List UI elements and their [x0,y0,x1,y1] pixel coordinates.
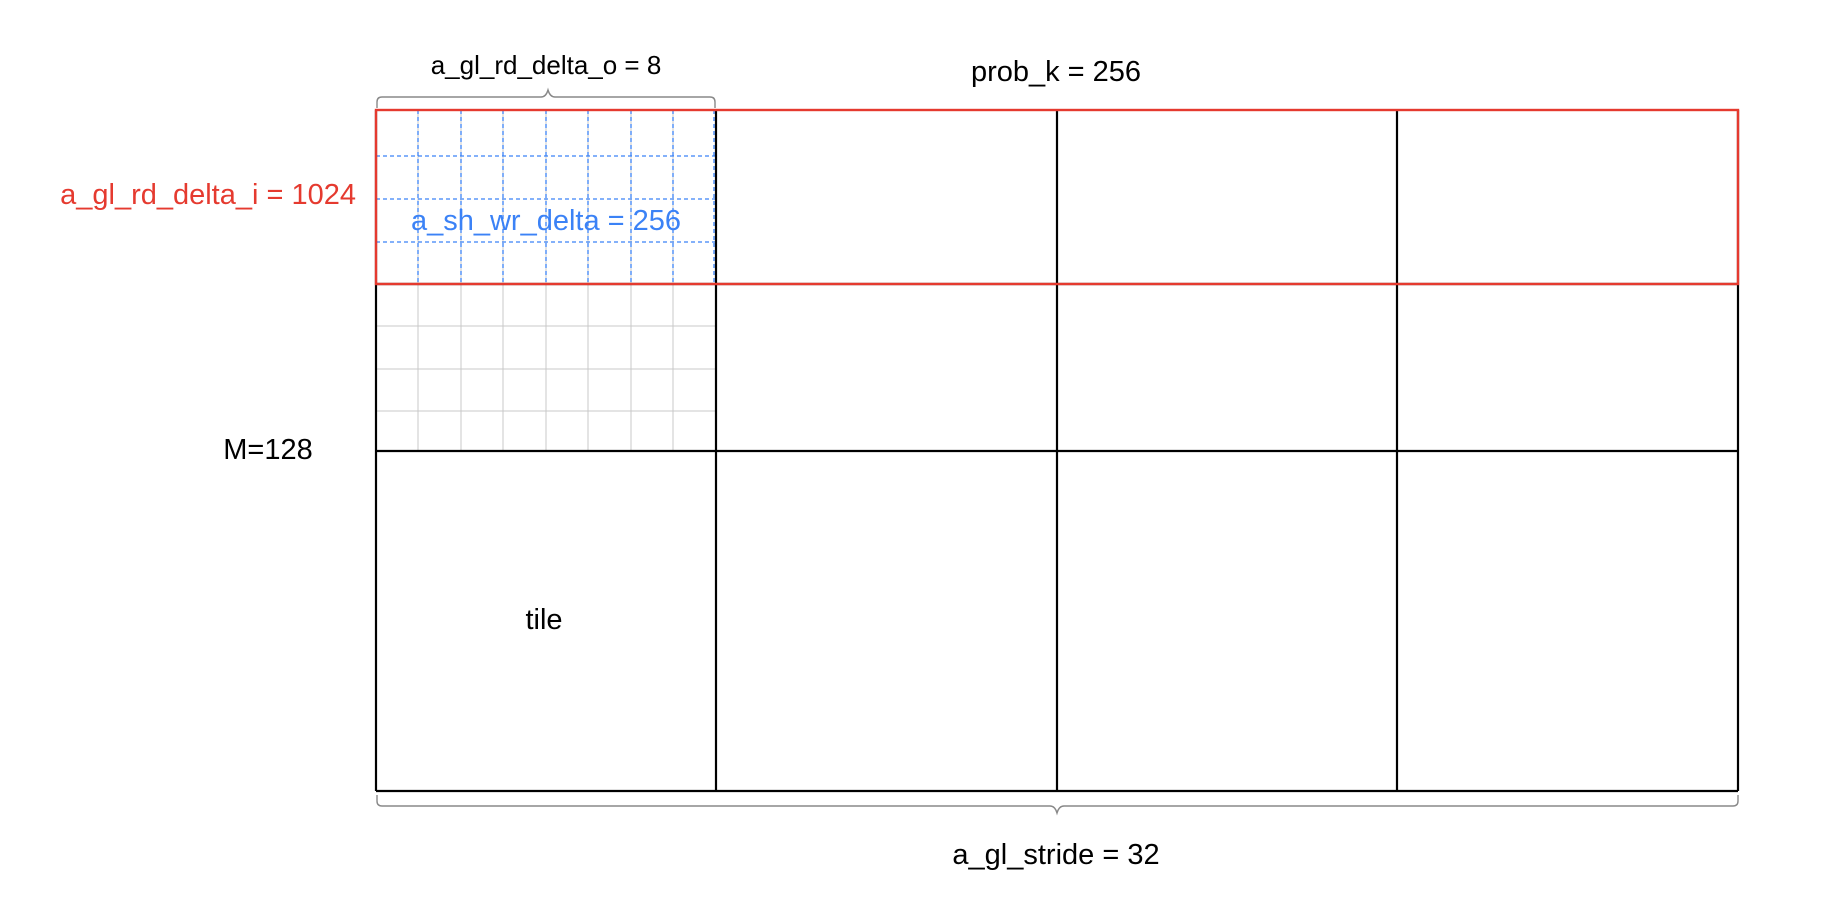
bottom-brace [376,795,1739,816]
global-read-row-highlight [374,108,1740,286]
a-gl-stride-label: a_gl_stride = 32 [952,839,1159,871]
shared-write-subgrid [376,110,716,284]
a-sh-wr-delta-label: a_sh_wr_delta = 256 [411,205,681,237]
prob-k-label: prob_k = 256 [971,56,1141,88]
a-gl-rd-delta-i-label: a_gl_rd_delta_i = 1024 [60,179,356,211]
m-dimension-label: M=128 [223,434,312,466]
tile-label: tile [525,604,562,636]
a-gl-rd-delta-o-label: a_gl_rd_delta_o = 8 [431,50,662,80]
top-brace [376,87,716,108]
